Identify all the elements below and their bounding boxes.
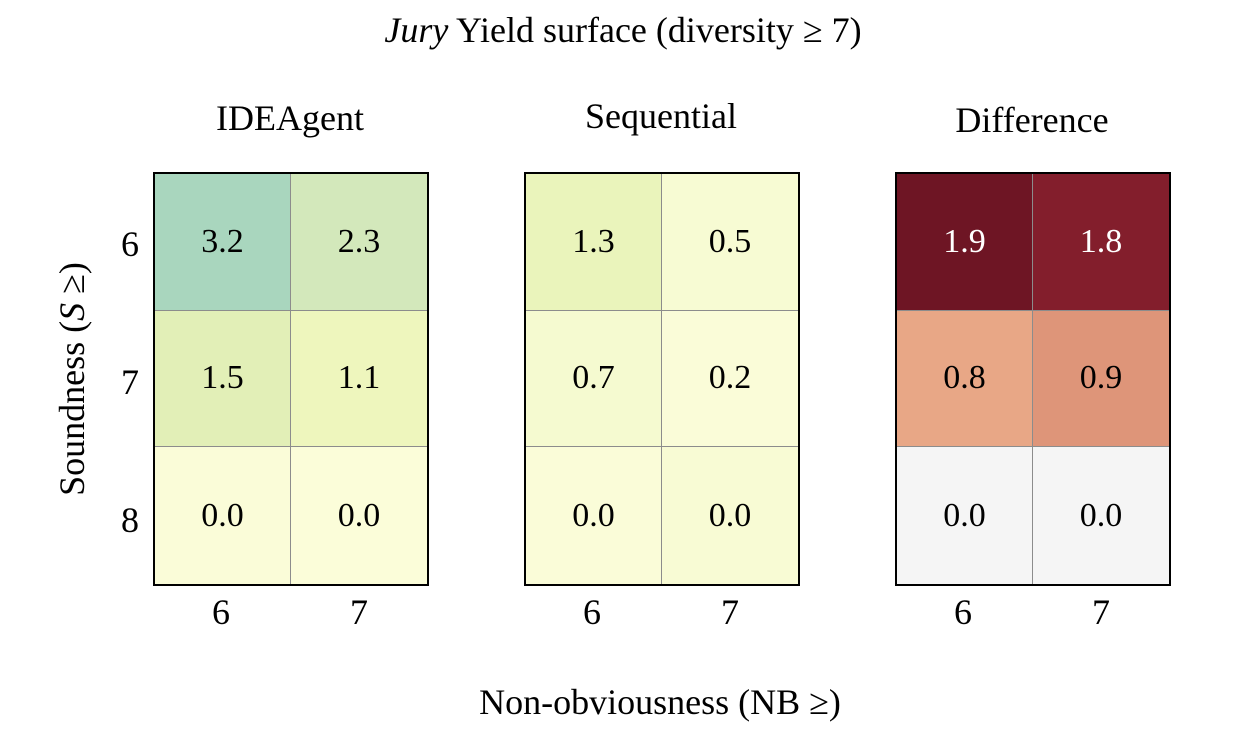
heatmap-sequential: 1.3 0.5 0.7 0.2 0.0 0.0 [524,172,800,586]
heatmap-cell: 0.0 [291,447,427,584]
panel-title-sequential: Sequential [585,96,737,136]
y-axis-label: Soundness (S ≥) [52,262,92,496]
y-tick-label: 6 [121,224,139,264]
y-tick-label: 8 [121,500,139,540]
heatmap-cell: 1.8 [1033,174,1169,311]
heatmap-cell: 0.0 [662,447,798,584]
heatmap-cell: 0.0 [155,447,291,584]
heatmap-ideagent: 3.2 2.3 1.5 1.1 0.0 0.0 [153,172,429,586]
x-tick-label: 6 [212,592,230,632]
y-axis-label-italic: S [52,302,92,321]
heatmap-cell: 0.2 [662,310,798,448]
heatmap-cell: 1.1 [291,310,427,448]
x-tick-label: 6 [583,592,601,632]
heatmap-cell: 0.9 [1033,310,1169,448]
chart-title: Jury Yield surface (diversity ≥ 7) [0,8,1246,52]
chart-title-italic: Jury [384,10,449,50]
panel-title-difference: Difference [955,100,1109,140]
y-axis-label-suffix: ≥) [52,262,92,303]
chart-title-rest: Yield surface (diversity ≥ 7) [448,10,862,50]
heatmap-cell: 0.0 [1033,447,1169,584]
panel-title-ideagent: IDEAgent [216,98,364,138]
x-tick-label: 6 [954,592,972,632]
y-tick-label: 7 [121,362,139,402]
x-tick-label: 7 [350,592,368,632]
heatmap-cell: 0.7 [526,310,662,448]
heatmap-cell: 1.5 [155,310,291,448]
heatmap-cell: 2.3 [291,174,427,311]
heatmap-cell: 0.8 [897,310,1033,448]
x-axis-label: Non-obviousness (NB ≥) [479,682,841,722]
heatmap-cell: 0.5 [662,174,798,311]
heatmap-difference: 1.9 1.8 0.8 0.9 0.0 0.0 [895,172,1171,586]
heatmap-cell: 0.0 [897,447,1033,584]
heatmap-cell: 1.3 [526,174,662,311]
heatmap-cell: 1.9 [897,174,1033,311]
heatmap-cell: 3.2 [155,174,291,311]
y-axis-label-prefix: Soundness ( [52,320,92,496]
x-tick-label: 7 [1092,592,1110,632]
heatmap-cell: 0.0 [526,447,662,584]
x-tick-label: 7 [721,592,739,632]
